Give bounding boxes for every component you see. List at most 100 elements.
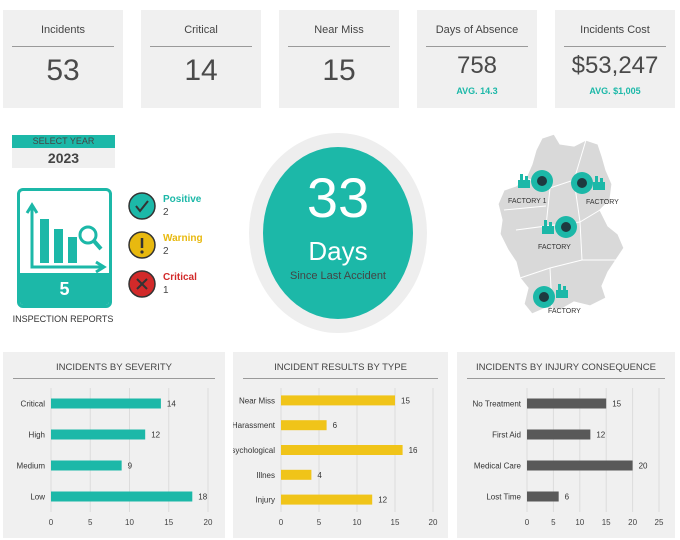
factory-label: FACTORY [586, 199, 619, 206]
data-label: 16 [409, 446, 418, 455]
data-label: 6 [333, 421, 338, 430]
bar[interactable] [281, 494, 373, 505]
chart-incident-results-by-type: INCIDENT RESULTS BY TYPE 0 5 10 15 20 Near Mi… [233, 352, 448, 538]
kpi-average: AVG. $1,005 [589, 86, 641, 96]
bar[interactable] [527, 460, 633, 471]
factory-label: FACTORY [548, 308, 581, 315]
inspection-count: 5 [20, 273, 109, 305]
bar[interactable] [281, 469, 312, 480]
category-label: Critical [21, 400, 46, 409]
category-label: Injury [255, 496, 275, 505]
kpi-value: 15 [322, 54, 356, 87]
factory-marker-4[interactable]: FACTORY [533, 284, 581, 315]
x-tick-label: 15 [164, 518, 173, 527]
x-tick-label: 10 [575, 518, 584, 527]
bar[interactable] [527, 491, 559, 502]
category-label: First Aid [492, 431, 521, 440]
bar[interactable] [51, 429, 146, 440]
status-name: Warning [163, 233, 203, 244]
x-tick-label: 20 [429, 518, 438, 527]
factory-label: FACTORY 1 [508, 198, 547, 205]
status-name: Critical [163, 272, 197, 283]
status-name: Positive [163, 194, 202, 205]
bar[interactable] [281, 395, 395, 406]
kpi-label: Incidents [12, 24, 114, 47]
data-label: 18 [198, 493, 207, 502]
check-icon [128, 192, 156, 220]
bar[interactable] [281, 445, 403, 455]
data-label: 4 [317, 471, 322, 480]
status-warning: Warning 2 [127, 230, 222, 270]
kpi-critical: Critical 14 [141, 10, 261, 108]
kpi-value: $53,247 [571, 52, 659, 79]
data-label: 14 [167, 400, 176, 409]
bar[interactable] [281, 420, 327, 431]
bar[interactable] [51, 491, 193, 502]
x-tick-label: 15 [602, 518, 611, 527]
x-icon [128, 270, 156, 298]
data-label: 12 [596, 431, 605, 440]
factory-label: FACTORY [538, 244, 571, 251]
bar[interactable] [51, 398, 161, 409]
severity-chart: 0 5 10 15 20 Critical 14 High 12 Medium 9 Low 18 [17, 388, 213, 527]
x-tick-label: 25 [655, 518, 664, 527]
chart-incidents-by-severity: INCIDENTS BY SEVERITY 0 5 10 15 20 Critical 14… [3, 352, 225, 538]
x-tick-label: 20 [628, 518, 637, 527]
kpi-value: 14 [184, 54, 218, 87]
category-label: Medium [17, 462, 46, 471]
status-count: 2 [163, 246, 169, 257]
data-label: 15 [401, 396, 410, 405]
status-count: 1 [163, 285, 169, 296]
year-selector[interactable]: 2023 [12, 148, 115, 168]
x-tick-label: 10 [353, 518, 362, 527]
exclamation-icon [128, 231, 156, 259]
x-tick-label: 10 [125, 518, 134, 527]
category-label: Low [30, 493, 45, 502]
inspection-reports-label: INSPECTION REPORTS [12, 314, 114, 324]
data-label: 6 [565, 493, 570, 502]
category-label: No Treatment [473, 400, 522, 409]
results-by-type-chart: 0 5 10 15 20 Near Miss 15 Harassment 6 Psychologi… [233, 388, 438, 527]
category-label: Near Miss [239, 396, 275, 405]
bar[interactable] [51, 460, 122, 471]
x-tick-label: 0 [49, 518, 54, 527]
data-label: 20 [639, 462, 648, 471]
kpi-value: 758 [456, 52, 498, 79]
kpi-incidents: Incidents 53 [3, 10, 123, 108]
category-label: High [29, 431, 45, 440]
status-critical: Critical 1 [127, 269, 222, 309]
category-label: Psychological [233, 446, 275, 455]
days-since-unit: Days [308, 236, 368, 266]
days-since-value: 33 [306, 166, 370, 229]
category-label: Medical Care [474, 462, 522, 471]
x-tick-label: 15 [391, 518, 400, 527]
kpi-label: Critical [150, 24, 252, 47]
bar[interactable] [527, 429, 591, 440]
category-label: Illnes [256, 471, 275, 480]
kpi-label: Incidents Cost [564, 24, 666, 47]
x-tick-label: 5 [88, 518, 93, 527]
data-label: 15 [612, 400, 621, 409]
kpi-incidents-cost: Incidents Cost $53,247 AVG. $1,005 [555, 10, 675, 108]
kpi-days-of-absence: Days of Absence 758 AVG. 14.3 [417, 10, 537, 108]
bar-chart-search-icon [25, 202, 107, 274]
data-label: 12 [378, 496, 387, 505]
chart-title: INCIDENT RESULTS BY TYPE [243, 362, 438, 379]
chart-incidents-by-injury-consequence: INCIDENTS BY INJURY CONSEQUENCE 0 5 10 15 20… [457, 352, 675, 538]
factory-marker-2[interactable]: FACTORY [571, 172, 619, 206]
bar[interactable] [527, 398, 607, 409]
status-positive: Positive 2 [127, 191, 222, 231]
x-tick-label: 0 [279, 518, 284, 527]
inspection-reports-card: 5 [17, 188, 112, 308]
x-tick-label: 0 [525, 518, 530, 527]
kpi-near-miss: Near Miss 15 [279, 10, 399, 108]
kpi-label: Days of Absence [426, 24, 528, 47]
x-tick-label: 20 [204, 518, 213, 527]
x-tick-label: 5 [551, 518, 556, 527]
kpi-average: AVG. 14.3 [456, 86, 498, 96]
data-label: 12 [151, 431, 160, 440]
factory-marker-1[interactable]: FACTORY 1 [508, 170, 553, 205]
status-count: 2 [163, 207, 169, 218]
factory-marker-3[interactable]: FACTORY [538, 216, 577, 251]
days-since-caption: Since Last Accident [289, 270, 386, 282]
